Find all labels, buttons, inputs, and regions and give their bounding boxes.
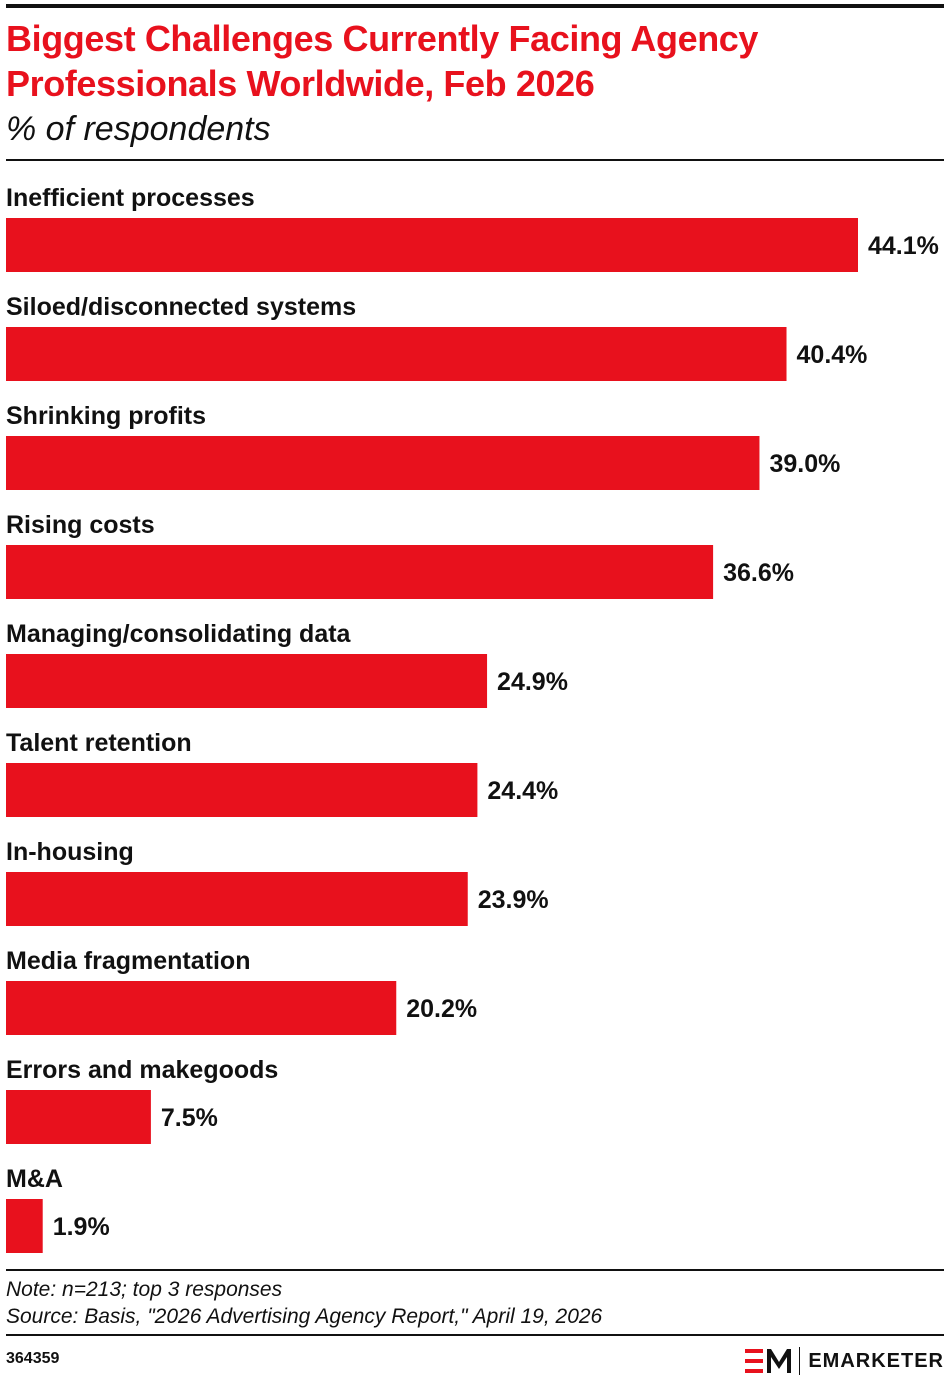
top-rule xyxy=(6,4,944,8)
bar xyxy=(6,218,858,272)
logo-divider xyxy=(798,1347,801,1375)
footer-rule xyxy=(6,1269,944,1271)
value-label: 24.9% xyxy=(497,668,568,696)
category-label: Managing/consolidating data xyxy=(6,620,352,648)
brand-name: EMARKETER xyxy=(808,1349,944,1372)
category-label: Errors and makegoods xyxy=(6,1056,278,1084)
bar xyxy=(6,1199,43,1253)
bar xyxy=(6,981,397,1035)
category-label: Media fragmentation xyxy=(6,947,250,975)
em-logo-icon xyxy=(744,1349,791,1373)
chart-id: 364359 xyxy=(6,1350,60,1367)
bar xyxy=(6,763,478,817)
category-label: Siloed/disconnected systems xyxy=(6,293,356,321)
bar xyxy=(6,327,787,381)
value-label: 7.5% xyxy=(161,1104,218,1132)
category-label: In-housing xyxy=(6,838,134,866)
bar-chart: Inefficient processes 44.1% Siloed/disconn… xyxy=(6,184,939,1253)
value-label: 1.9% xyxy=(53,1213,110,1241)
bar xyxy=(6,872,468,926)
bottom-rule xyxy=(6,1334,944,1336)
chart-title: Biggest Challenges Currently Facing Agen… xyxy=(6,18,759,104)
value-label: 36.6% xyxy=(723,559,794,587)
value-label: 24.4% xyxy=(487,777,558,805)
bar xyxy=(6,1090,151,1144)
chart-note: Note: n=213; top 3 responses xyxy=(6,1278,283,1301)
emarketer-logo: EMARKETER xyxy=(744,1346,944,1376)
category-label: Inefficient processes xyxy=(6,184,255,212)
category-label: M&A xyxy=(6,1165,63,1193)
category-label: Rising costs xyxy=(6,511,155,539)
bar xyxy=(6,545,714,599)
bar xyxy=(6,654,488,708)
chart-subtitle: % of respondents xyxy=(6,110,271,148)
bar xyxy=(6,436,760,490)
header-rule xyxy=(6,159,944,161)
category-label: Talent retention xyxy=(6,729,192,757)
value-label: 40.4% xyxy=(797,341,868,369)
value-label: 39.0% xyxy=(769,450,840,478)
chart-source: Source: Basis, "2026 Advertising Agency … xyxy=(6,1305,603,1328)
category-label: Shrinking profits xyxy=(6,402,206,430)
value-label: 20.2% xyxy=(406,995,477,1023)
value-label: 23.9% xyxy=(478,886,549,914)
value-label: 44.1% xyxy=(868,232,939,260)
